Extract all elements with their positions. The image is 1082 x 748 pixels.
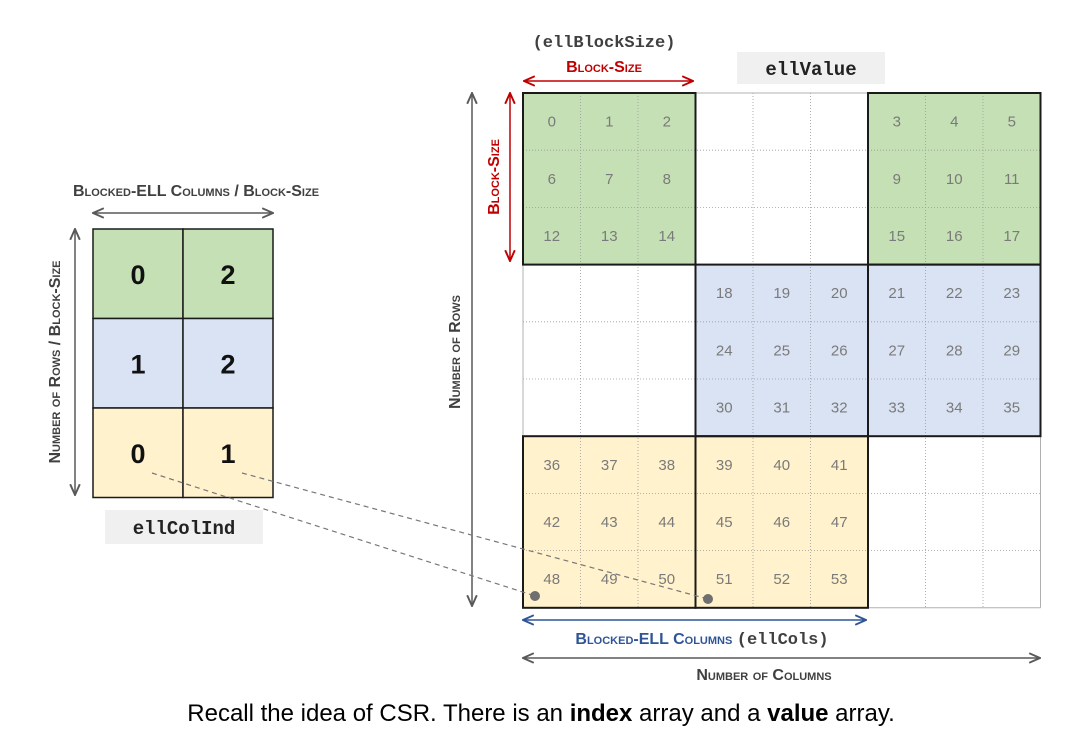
value-block-border (522, 92, 697, 266)
value-cell: 52 (773, 571, 790, 588)
value-cell: 7 (605, 171, 613, 188)
value-cell: 5 (1008, 114, 1016, 131)
value-cell: 30 (716, 400, 733, 417)
value-cell: 13 (601, 228, 618, 245)
value-cell: 36 (543, 457, 560, 474)
value-cell: 23 (1003, 285, 1020, 302)
col-ind-value: 2 (220, 260, 235, 290)
value-cell: 3 (893, 114, 901, 131)
value-cell: 35 (1003, 400, 1020, 417)
value-block-2-0 (523, 436, 696, 608)
value-cell: 46 (773, 514, 790, 531)
value-cell: 48 (543, 571, 560, 588)
value-cell: 9 (893, 171, 901, 188)
value-cell: 53 (831, 571, 848, 588)
value-cell: 42 (543, 514, 560, 531)
ell-col-ind-label-bg (105, 510, 263, 544)
value-cell: 31 (773, 400, 790, 417)
col-ind-cell (182, 228, 274, 320)
value-cell: 39 (716, 457, 733, 474)
value-block-border (867, 263, 1042, 438)
col-ind-cell (92, 317, 184, 409)
value-block-1-1 (695, 264, 868, 437)
rows-per-block-size-label: Number of Rows / Block-Size (47, 260, 64, 463)
value-cell: 40 (773, 457, 790, 474)
col-ind-cell (182, 407, 274, 499)
caption: Recall the idea of CSR. There is an inde… (187, 700, 895, 727)
col-ind-value: 2 (220, 349, 235, 379)
value-cell: 45 (716, 514, 733, 531)
value-cell: 24 (716, 342, 733, 359)
col-ind-cell (92, 228, 184, 320)
value-cell: 2 (663, 114, 671, 131)
col-ind-cell (92, 407, 184, 499)
col-ind-value: 0 (130, 260, 145, 290)
value-cell: 43 (601, 514, 618, 531)
value-block-0-2 (868, 93, 1041, 265)
value-cell: 32 (831, 400, 848, 417)
value-cell: 17 (1003, 228, 1020, 245)
caption-index: index (569, 700, 633, 727)
ell-col-ind-label: ellColInd (133, 518, 236, 540)
value-cell: 50 (658, 571, 675, 588)
value-cell: 47 (831, 514, 848, 531)
value-cell: 26 (831, 342, 848, 359)
value-cell: 11 (1004, 171, 1020, 188)
value-cell: 14 (658, 228, 675, 245)
blocked-ell-columns-per-block-size-label: Blocked-ELL Columns / Block-Size (73, 183, 319, 200)
value-block-border (694, 435, 869, 609)
connector-dot-col0 (530, 591, 540, 601)
value-cell: 10 (946, 171, 963, 188)
ell-col-ind-table: 0 2 1 2 0 1 (92, 228, 274, 499)
value-cell: 49 (601, 571, 618, 588)
value-cell: 37 (601, 457, 618, 474)
number-of-columns-label: Number of Columns (696, 667, 831, 684)
value-cell: 6 (548, 171, 556, 188)
ell-value-label: ellValue (765, 59, 856, 81)
connector-col0 (151, 472, 536, 597)
value-cell: 0 (548, 114, 556, 131)
ell-block-size-label: (ellBlockSize) (533, 34, 676, 53)
col-ind-value: 0 (130, 439, 145, 469)
value-cell: 21 (888, 285, 905, 302)
value-cell: 27 (888, 342, 905, 359)
value-cell: 25 (773, 342, 790, 359)
value-cell: 34 (946, 400, 963, 417)
value-cell: 41 (831, 457, 848, 474)
value-cell: 29 (1003, 342, 1020, 359)
value-cell: 1 (605, 114, 613, 131)
value-cell: 44 (658, 514, 675, 531)
value-cell: 33 (888, 400, 905, 417)
value-cell: 4 (950, 114, 958, 131)
value-block-0-0 (523, 93, 696, 265)
value-cell: 22 (946, 285, 963, 302)
value-cell: 19 (773, 285, 790, 302)
value-cell: 18 (716, 285, 733, 302)
value-block-2-1 (695, 436, 868, 608)
value-cell: 51 (716, 571, 733, 588)
number-of-rows-label: Number of Rows (447, 295, 464, 409)
ell-value-label-bg (737, 52, 885, 84)
value-cell: 38 (658, 457, 675, 474)
value-cell: 15 (888, 228, 905, 245)
value-cell: 16 (946, 228, 963, 245)
block-size-side-label: Block-Size (486, 139, 503, 215)
col-ind-value: 1 (220, 439, 235, 469)
value-cell: 28 (946, 342, 963, 359)
col-ind-cell (182, 317, 274, 409)
col-ind-value: 1 (130, 349, 145, 379)
value-cell: 20 (831, 285, 848, 302)
connector-dot-col1 (703, 594, 713, 604)
block-size-top-label: Block-Size (566, 59, 642, 76)
blocked-ell-columns-label: Blocked-ELL Columns (ellCols) (575, 631, 828, 650)
value-cell: 8 (663, 171, 671, 188)
value-cell: 12 (543, 228, 560, 245)
caption-value: value (767, 700, 829, 727)
value-block-1-2 (868, 264, 1041, 437)
